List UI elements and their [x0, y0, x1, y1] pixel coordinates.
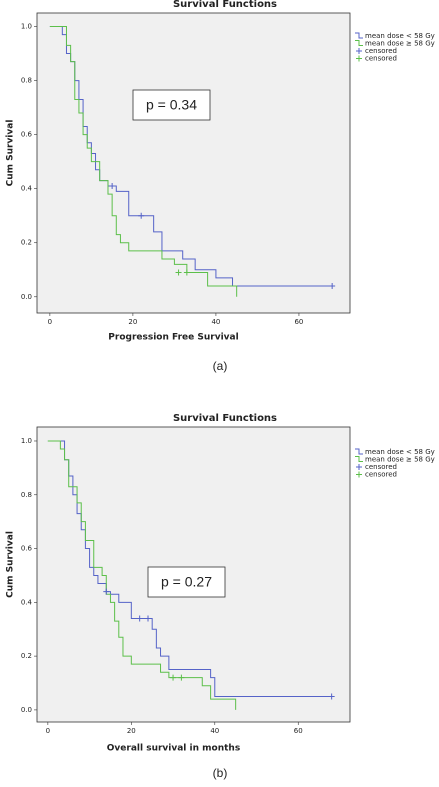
- legend-label: censored: [365, 47, 397, 55]
- x-tick-label: 60: [294, 318, 303, 326]
- y-tick-label: 0.6: [21, 131, 33, 139]
- chart: Survival Functions 0 20 40 60 0.0 0.2 0.4 0.6 0.8…: [6, 413, 435, 780]
- survival-curve: [47, 440, 237, 710]
- x-tick-label: 0: [48, 318, 52, 326]
- y-axis-label: Cum Survival: [6, 120, 16, 187]
- legend-swatch: [356, 48, 362, 54]
- legend-swatch: [355, 40, 363, 46]
- x-tick-label: 60: [294, 727, 303, 735]
- chart-title: Survival Functions: [173, 0, 277, 10]
- y-tick-label: 0.6: [21, 545, 33, 553]
- p-value: p = 0.27: [161, 574, 212, 590]
- legend-label: mean dose < 58 Gy: [365, 448, 435, 456]
- legend-label: mean dose < 58 Gy: [365, 32, 435, 40]
- legend-label: censored: [365, 55, 397, 63]
- legend-label: mean dose ≥ 58 Gy: [365, 40, 435, 48]
- censor-mark: [175, 269, 182, 276]
- y-tick-label: 0.2: [21, 239, 32, 247]
- legend-swatch: [356, 471, 362, 478]
- plot-area: [36, 12, 351, 314]
- y-tick-label: 1.0: [21, 23, 32, 31]
- chart-title: Survival Functions: [173, 413, 277, 424]
- y-tick-label: 1.0: [21, 437, 32, 445]
- y-tick-label: 0.0: [21, 706, 32, 714]
- legend-swatch: [355, 456, 363, 462]
- y-tick-label: 0.0: [21, 293, 32, 301]
- legend-swatch: [355, 32, 363, 39]
- censor-mark: [170, 674, 177, 681]
- censor-mark: [136, 615, 143, 622]
- x-tick-label: 0: [46, 727, 50, 735]
- annotation-box: [132, 89, 211, 121]
- y-axis-label: Cum Survival: [6, 531, 16, 598]
- legend-label: censored: [365, 463, 397, 471]
- x-tick-label: 40: [211, 318, 220, 326]
- y-tick-label: 0.2: [21, 652, 32, 660]
- legend-swatch: [356, 55, 362, 62]
- y-tick-label: 0.8: [21, 491, 32, 499]
- annotation-box: [147, 566, 226, 598]
- censor-mark: [328, 693, 335, 700]
- censor-mark: [178, 674, 185, 681]
- legend-label: censored: [365, 471, 397, 479]
- legend-swatch: [355, 448, 363, 455]
- legend-swatch: [356, 464, 362, 470]
- x-tick-label: 40: [210, 727, 219, 735]
- x-axis-label: Progression Free Survival: [108, 333, 238, 343]
- survival-curve: [49, 26, 238, 297]
- censor-mark: [109, 182, 116, 189]
- caption: (a): [213, 359, 228, 373]
- legend-label: mean dose ≥ 58 Gy: [365, 456, 435, 464]
- censor-mark: [145, 615, 152, 622]
- y-tick-label: 0.8: [21, 77, 32, 85]
- censor-mark: [329, 282, 336, 289]
- censor-mark: [103, 588, 110, 595]
- y-tick-label: 0.4: [21, 185, 33, 193]
- y-tick-label: 0.4: [21, 598, 33, 606]
- p-value: p = 0.34: [146, 97, 197, 113]
- x-tick-label: 20: [128, 318, 137, 326]
- censor-mark: [138, 212, 145, 219]
- x-axis-label: Overall survival in months: [107, 744, 240, 754]
- x-tick-label: 20: [127, 727, 136, 735]
- chart: Survival Functions 0 20 40 60 0.0 0.2 0.4 0.6 0.8…: [6, 0, 435, 373]
- censor-mark: [183, 269, 190, 276]
- caption: (b): [213, 766, 228, 780]
